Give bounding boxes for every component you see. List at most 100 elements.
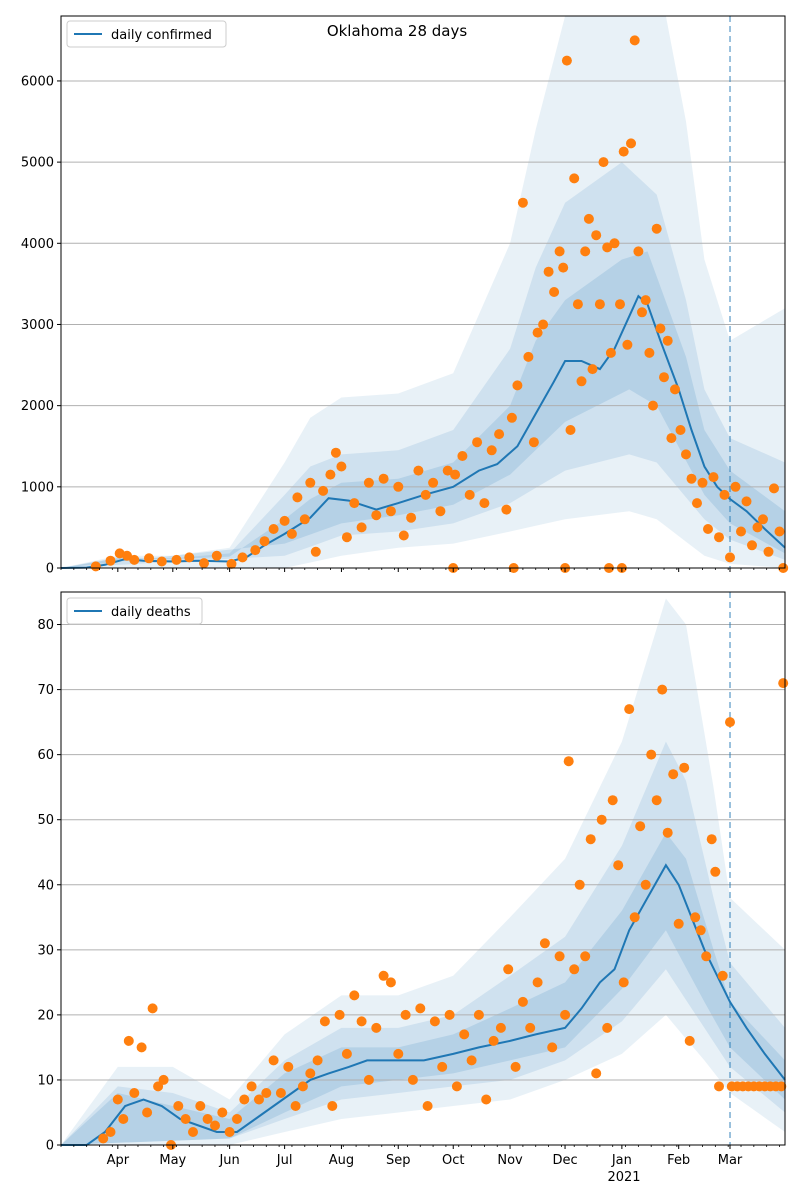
deaths-point: [602, 1022, 613, 1033]
deaths-point: [232, 1114, 242, 1124]
confirmed-y-tick-label: 2000: [21, 399, 54, 414]
deaths-y-tick-label: 80: [37, 618, 54, 633]
x-tick-label: May: [159, 1153, 186, 1168]
confirmed-point: [393, 481, 404, 492]
deaths-y-tick-label: 10: [37, 1073, 54, 1088]
confirmed-band-inner: [61, 251, 785, 568]
confirmed-point: [299, 514, 310, 525]
deaths-point: [714, 1081, 724, 1092]
confirmed-point: [356, 522, 367, 533]
confirmed-point: [763, 546, 774, 557]
confirmed-point: [670, 384, 680, 395]
confirmed-point: [572, 299, 583, 310]
deaths-point: [129, 1088, 140, 1098]
confirmed-point: [576, 376, 587, 387]
deaths-point: [327, 1101, 338, 1111]
confirmed-point: [747, 540, 757, 551]
deaths-point: [195, 1101, 206, 1111]
confirmed-point: [171, 554, 182, 565]
deaths-point: [495, 1022, 506, 1033]
x-tick-label: Mar: [718, 1153, 743, 1168]
confirmed-point: [640, 295, 651, 306]
deaths-point: [173, 1101, 184, 1111]
confirmed-point: [184, 552, 195, 563]
deaths-point: [254, 1094, 264, 1105]
deaths-point: [188, 1127, 198, 1137]
deaths-point: [560, 1009, 571, 1020]
confirmed-point: [587, 364, 598, 375]
confirmed-point: [719, 489, 730, 500]
deaths-point: [618, 977, 629, 988]
deaths-point: [690, 912, 701, 923]
deaths-point: [415, 1003, 426, 1014]
confirmed-point: [583, 213, 594, 224]
confirmed-point: [633, 246, 644, 257]
deaths-point: [776, 1081, 787, 1092]
deaths-point: [437, 1061, 448, 1072]
deaths-point: [778, 678, 789, 689]
confirmed-point: [413, 465, 424, 476]
confirmed-axes: [60, 15, 786, 569]
deaths-y-tick-label: 50: [37, 813, 54, 828]
confirmed-y-tick-label: 4000: [21, 237, 54, 252]
confirmed-point: [330, 447, 341, 458]
deaths-point: [118, 1114, 129, 1124]
confirmed-point: [406, 512, 417, 523]
deaths-point: [684, 1035, 695, 1046]
confirmed-point: [659, 372, 669, 383]
confirmed-point: [549, 287, 560, 297]
confirmed-point: [774, 526, 785, 537]
deaths-point: [481, 1094, 492, 1105]
deaths-point: [657, 684, 668, 695]
deaths-points: [98, 678, 789, 1150]
deaths-point: [297, 1081, 308, 1092]
deaths-point: [629, 912, 640, 923]
deaths-point: [596, 814, 607, 825]
confirmed-point: [697, 477, 708, 488]
deaths-point: [673, 918, 684, 929]
confirmed-band-outer: [61, 16, 785, 568]
confirmed-band-middle: [61, 162, 785, 568]
confirmed-point: [543, 266, 554, 277]
deaths-point: [356, 1016, 367, 1027]
deaths-point: [385, 977, 396, 988]
x-tick-label: Feb: [667, 1153, 690, 1168]
confirmed-point: [626, 138, 636, 149]
confirmed-legend-box: [66, 20, 227, 48]
deaths-point: [363, 1074, 374, 1085]
confirmed-point: [385, 506, 396, 517]
confirmed-point: [730, 481, 741, 492]
deaths-point: [180, 1114, 191, 1124]
confirmed-point: [591, 230, 602, 241]
confirmed-point: [565, 425, 576, 435]
deaths-point: [341, 1048, 352, 1059]
confirmed-point: [363, 477, 374, 488]
deaths-point: [473, 1009, 484, 1020]
deaths-point: [539, 938, 550, 949]
deaths-point: [547, 1042, 558, 1053]
deaths-point: [532, 977, 543, 988]
deaths-point: [147, 1003, 158, 1014]
confirmed-point: [609, 238, 620, 249]
confirmed-series-line: [60, 294, 786, 569]
confirmed-y-tick-label: 3000: [21, 318, 54, 333]
deaths-point: [217, 1107, 228, 1118]
confirmed-point: [532, 327, 543, 338]
deaths-band-outer: [61, 598, 785, 1145]
deaths-point: [510, 1061, 521, 1072]
confirmed-point: [286, 528, 297, 539]
confirmed-point: [420, 489, 431, 500]
deaths-point: [695, 925, 706, 936]
deaths-point: [517, 996, 528, 1007]
deaths-axes-frame: [60, 591, 786, 1146]
deaths-point: [459, 1029, 470, 1040]
deaths-y-tick-label: 20: [37, 1008, 54, 1023]
deaths-point: [444, 1009, 455, 1020]
deaths-point: [580, 951, 591, 962]
deaths-bands: [61, 598, 785, 1145]
confirmed-bands: [61, 16, 785, 568]
deaths-point: [679, 762, 690, 773]
confirmed-point: [371, 510, 382, 521]
deaths-point: [591, 1068, 602, 1079]
confirmed-point: [629, 35, 640, 46]
